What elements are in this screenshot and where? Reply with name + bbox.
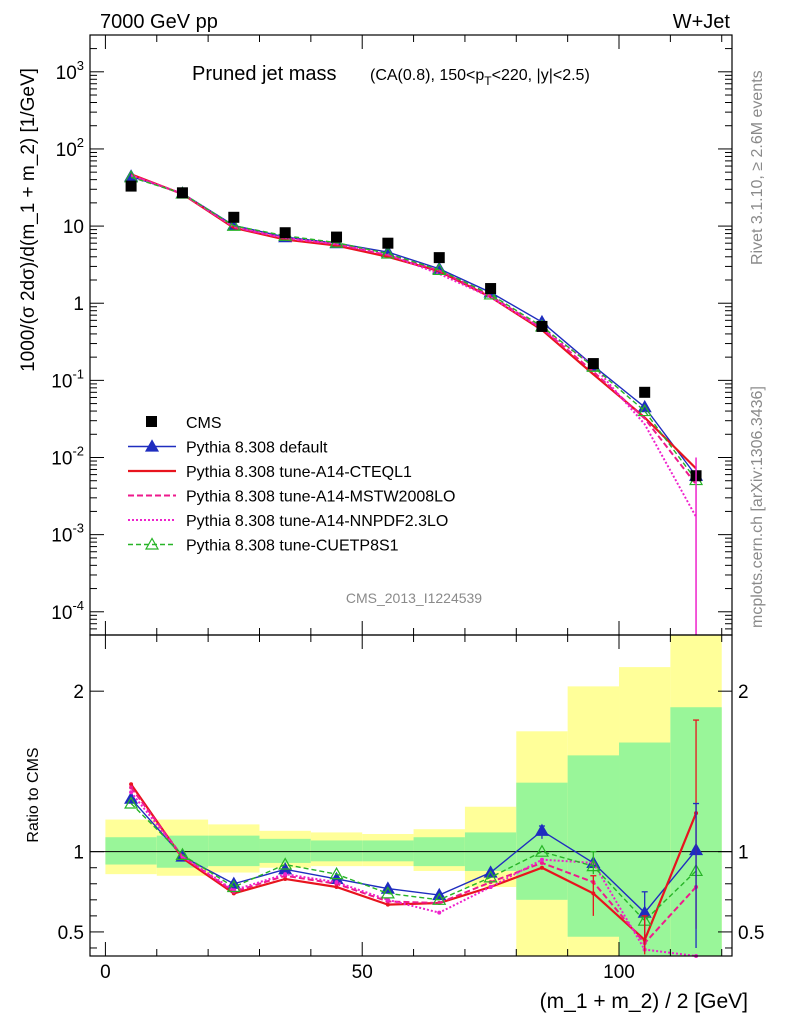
ratio-series-point [334, 884, 339, 889]
inner-band-bin [208, 835, 260, 867]
energy-label: 7000 GeV pp [100, 11, 218, 33]
main-y-axis-label: 1000/(σ 2dσ)/d(m_1 + m_2) [1/GeV] [18, 68, 39, 372]
legend-label: Pythia 8.308 tune-A14-MSTW2008LO [186, 489, 455, 506]
ratio-y-tick-label-right: 2 [738, 682, 749, 703]
main-series-point [380, 246, 395, 259]
main-y-tick-label: 10-2 [51, 444, 84, 470]
ratio-series-point [329, 866, 344, 880]
ratio-y-axis-label: Ratio to CMS [25, 747, 42, 842]
cms-data-point [639, 386, 651, 398]
ratio-series-point [334, 880, 339, 885]
ratio-series-point [539, 857, 544, 862]
main-series-point [432, 262, 447, 276]
legend-marker [144, 439, 160, 452]
cms-data-point [587, 358, 599, 370]
analysis-watermark: CMS_2013_I1224539 [346, 590, 482, 606]
cms-data-point [228, 211, 240, 223]
main-y-tick-label: 10-4 [51, 598, 84, 624]
ratio-series-point [437, 910, 442, 915]
rivet-version-label: Rivet 3.1.10, ≥ 2.6M events [749, 70, 766, 265]
ratio-y-tick-label: 1 [73, 843, 84, 864]
ratio-series-point [385, 902, 390, 907]
ratio-series-point [488, 884, 493, 889]
ratio-series-point [539, 865, 544, 870]
axis-ticks [90, 34, 732, 956]
main-panel [90, 35, 732, 635]
x-tick-label: 100 [603, 962, 635, 983]
ratio-series-line [130, 791, 697, 957]
cms-data-point [536, 320, 548, 332]
ratio-series-line [130, 798, 697, 914]
cms-data-point [331, 231, 343, 243]
x-tick-label: 0 [100, 962, 111, 983]
ratio-series-point [432, 892, 447, 905]
cms-data-point [382, 237, 394, 249]
legend: CMS Pythia 8.308 default Pythia 8.308 tune… [128, 415, 455, 555]
ratio-series-line [130, 783, 698, 942]
main-series-line [130, 174, 697, 518]
ratio-series-point [129, 782, 134, 787]
ratio-y-tick-label: 0.5 [58, 923, 84, 944]
ratio-series-point [124, 796, 139, 809]
plot-title: Pruned jet mass [192, 63, 337, 85]
legend-label: CMS [186, 415, 222, 432]
cms-data-point [433, 252, 445, 264]
inner-band-bin [362, 840, 414, 862]
main-series-line [130, 174, 697, 485]
ratio-series-point [129, 785, 134, 790]
ratio-series-point [129, 790, 134, 795]
inner-band-bin [310, 840, 363, 862]
ratio-series-line [130, 803, 697, 922]
ratio-series-point [226, 879, 241, 893]
legend-label: Pythia 8.308 tune-CUETP8S1 [186, 538, 399, 555]
mcplots-label: mcplots.cern.ch [arXiv:1306.3436] [749, 386, 766, 628]
legend-label: Pythia 8.308 default [186, 440, 328, 457]
inner-band-bin [105, 837, 157, 865]
ratio-uncertainty-bands [105, 635, 722, 956]
main-y-tick-label: 10 [63, 217, 84, 238]
ratio-series-point [380, 886, 395, 899]
main-y-tick-label: 102 [56, 135, 84, 161]
ratio-series-point [278, 857, 293, 870]
legend-label: Pythia 8.308 tune-A14-NNPDF2.3LO [186, 513, 448, 530]
ratio-series-point [385, 897, 390, 902]
ratio-series-point [534, 844, 550, 857]
main-series-point [637, 403, 652, 417]
ratio-frame [89, 634, 733, 957]
tick-labels: 10-4 10-3 10-2 10-1 1 10 102 103 0 50 100 0.5 0.5 1 1 2… [51, 58, 764, 983]
ratio-series-layer [124, 719, 704, 958]
ratio-series-point [483, 870, 498, 883]
ratio-y-tick-label-right: 0.5 [738, 923, 764, 944]
cms-data-point [279, 227, 291, 239]
ratio-series-point [283, 872, 288, 877]
x-axis-label: (m_1 + m_2) / 2 [GeV] [540, 990, 748, 1013]
legend-marker [144, 537, 160, 550]
cms-data-point [176, 187, 188, 199]
main-y-tick-label: 1 [73, 294, 84, 315]
main-y-tick-label: 10-3 [51, 521, 84, 547]
main-series-line [130, 176, 697, 481]
main-series-point [226, 218, 241, 231]
ratio-series-point [283, 876, 288, 881]
main-series-layer [124, 169, 704, 635]
plot-subtitle: (CA(0.8), 150<pT<220, |y|<2.5) [370, 67, 590, 88]
x-tick-label: 50 [352, 962, 373, 983]
ratio-y-tick-label: 2 [73, 682, 84, 703]
ratio-series-point [175, 847, 190, 860]
main-y-tick-label: 10-1 [51, 366, 84, 392]
process-label: W+Jet [673, 11, 731, 33]
legend-marker [146, 416, 157, 427]
ratio-series-point [539, 860, 544, 865]
ratio-y-tick-label-right: 1 [738, 843, 749, 864]
legend-label: Pythia 8.308 tune-A14-CTEQL1 [186, 464, 412, 481]
cms-data-point [125, 180, 137, 192]
ratio-series-line [130, 786, 697, 945]
main-y-tick-label: 103 [56, 58, 84, 84]
cms-data-point [485, 283, 497, 295]
